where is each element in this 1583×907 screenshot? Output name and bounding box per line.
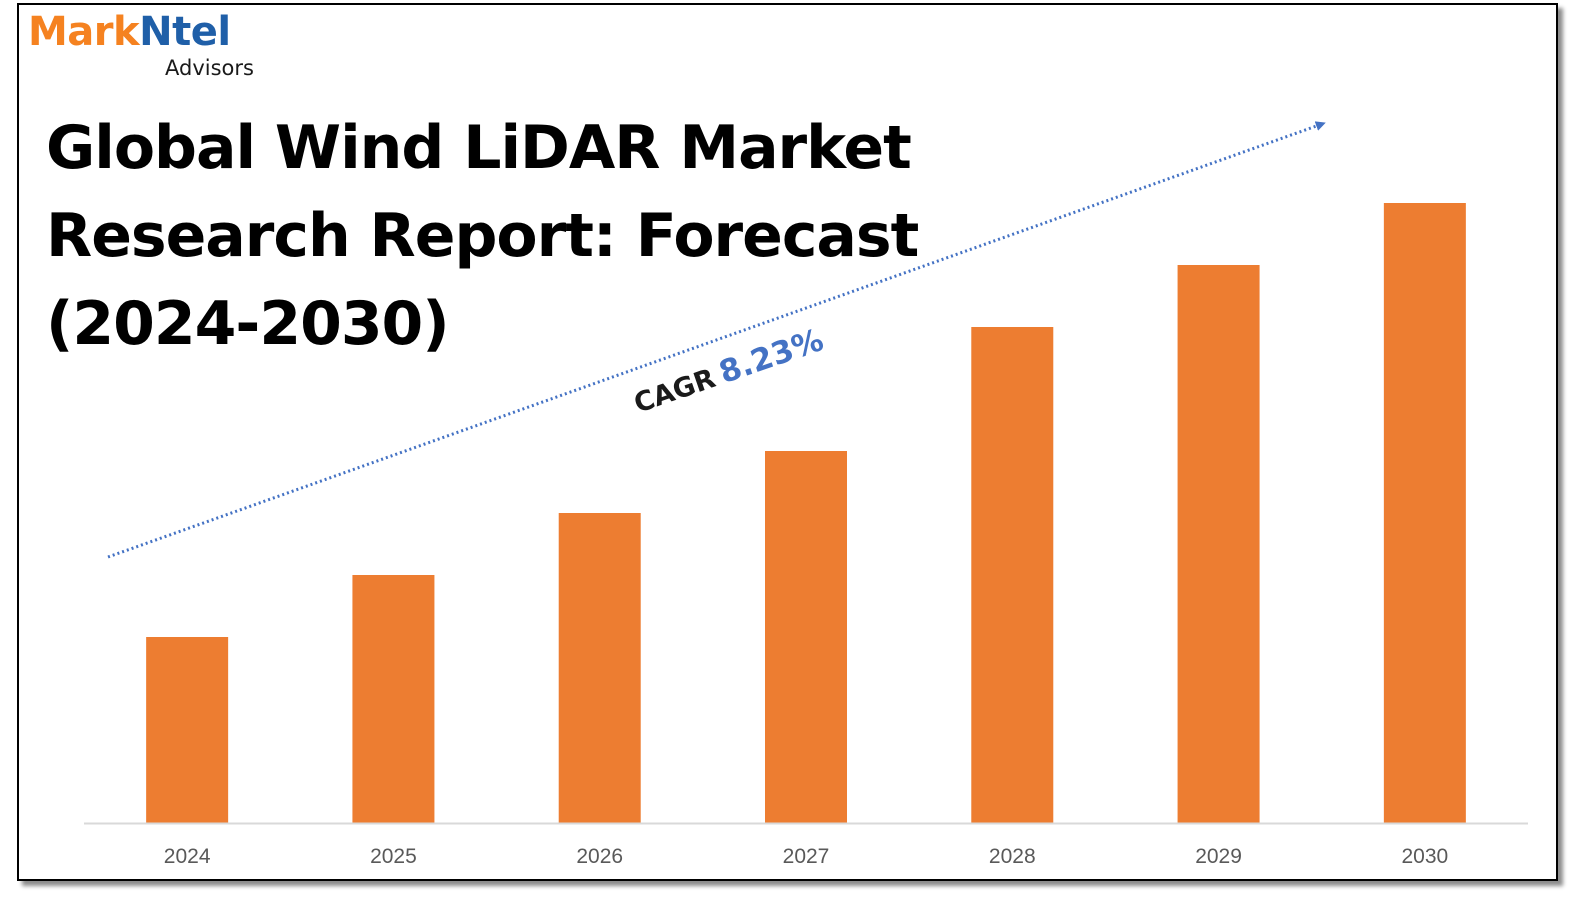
cagr-annotation: CAGR8.23%	[629, 322, 828, 421]
x-tick-label-2029: 2029	[1195, 845, 1242, 868]
cagr-value: 8.23%	[715, 322, 828, 391]
logo-part-ntel: Ntel	[139, 9, 231, 55]
bar-2025	[352, 575, 435, 823]
x-tick-label-2027: 2027	[783, 845, 830, 868]
x-axis-tick-labels: 2024 2025 2026 2027 2028 2029 2030	[164, 845, 1448, 868]
title-line-1: Global Wind LiDAR Market	[46, 113, 912, 183]
x-tick-label-2024: 2024	[164, 845, 211, 868]
logo-wordmark: MarkNtel	[28, 8, 231, 56]
bar-2026	[558, 513, 641, 823]
bar-2027	[765, 451, 847, 823]
bar-series	[146, 203, 1466, 823]
marknetel-logo: MarkNtel Advisors	[28, 8, 278, 88]
x-tick-label-2028: 2028	[989, 845, 1036, 868]
title-line-2: Research Report: Forecast	[46, 201, 919, 271]
title-line-3: (2024-2030)	[46, 289, 450, 359]
bar-2030	[1383, 203, 1466, 823]
x-tick-label-2026: 2026	[576, 845, 623, 868]
x-tick-label-2030: 2030	[1401, 845, 1448, 868]
page-title: Global Wind LiDAR Market Research Report…	[46, 104, 926, 368]
bar-2029	[1177, 265, 1260, 823]
bar-2028	[971, 327, 1054, 823]
x-tick-label-2025: 2025	[370, 845, 417, 868]
cagr-trend-arrow	[107, 121, 1326, 559]
bar-2024	[146, 637, 229, 823]
cagr-label: CAGR	[630, 363, 719, 420]
logo-subtitle: Advisors	[165, 56, 254, 80]
logo-part-mark: Mark	[28, 9, 140, 55]
